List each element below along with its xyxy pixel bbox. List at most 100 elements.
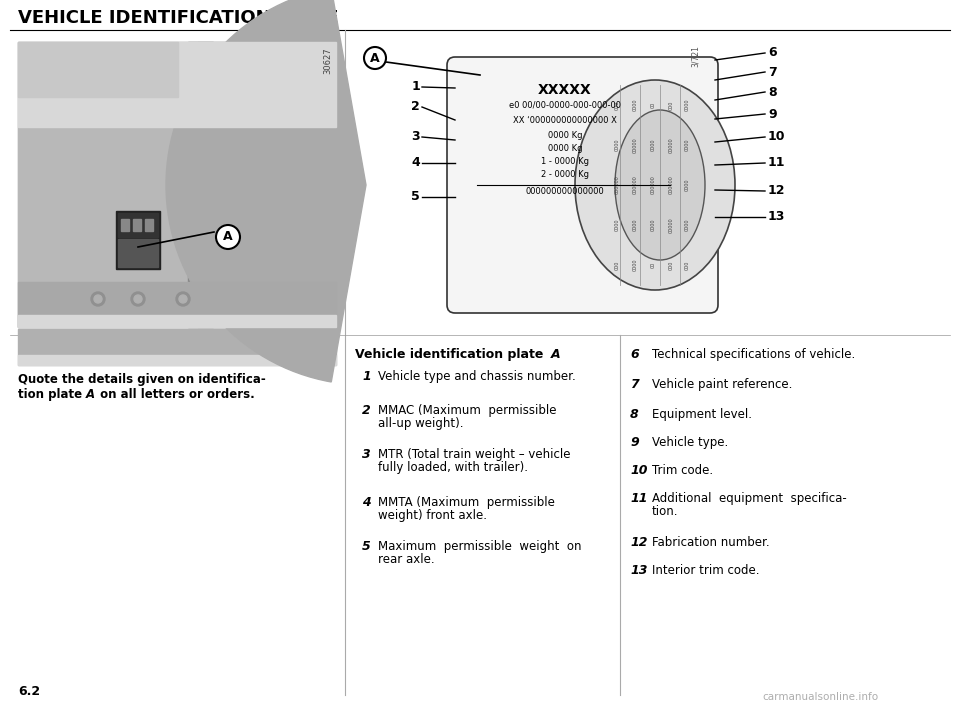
- Circle shape: [216, 225, 240, 249]
- Bar: [198, 42, 213, 327]
- Text: 6.2: 6.2: [18, 685, 40, 698]
- Text: Vehicle paint reference.: Vehicle paint reference.: [652, 378, 792, 391]
- Text: A: A: [551, 348, 561, 361]
- Text: Additional  equipment  specifica-: Additional equipment specifica-: [652, 492, 847, 505]
- Text: 13: 13: [630, 564, 647, 577]
- Text: 3/721: 3/721: [690, 45, 700, 67]
- Text: 000000: 000000: [668, 175, 674, 195]
- Text: Fabrication number.: Fabrication number.: [652, 536, 770, 549]
- Text: 0000: 0000: [684, 99, 689, 111]
- Text: 2: 2: [362, 404, 371, 417]
- Text: 1: 1: [362, 370, 371, 383]
- Text: MMTA (Maximum  permissible: MMTA (Maximum permissible: [378, 496, 555, 509]
- Text: Interior trim code.: Interior trim code.: [652, 564, 759, 577]
- Text: tion.: tion.: [652, 505, 679, 518]
- Text: 00000: 00000: [633, 137, 637, 153]
- Text: 12: 12: [768, 185, 785, 197]
- Text: 11: 11: [630, 492, 647, 505]
- Ellipse shape: [575, 80, 735, 290]
- Text: 0000 Kg: 0000 Kg: [548, 144, 583, 153]
- Text: 000000: 000000: [614, 175, 619, 195]
- Text: 5: 5: [362, 540, 371, 553]
- Circle shape: [176, 292, 190, 306]
- Bar: [118, 213, 158, 237]
- Text: on all letters or orders.: on all letters or orders.: [96, 388, 254, 401]
- Text: 0000: 0000: [651, 219, 656, 231]
- Bar: [188, 42, 228, 327]
- Text: 6: 6: [768, 46, 777, 60]
- Text: Vehicle type.: Vehicle type.: [652, 436, 729, 449]
- Text: 000000000000000: 000000000000000: [526, 187, 605, 196]
- Text: 0000: 0000: [633, 99, 637, 111]
- Text: 0000: 0000: [684, 138, 689, 151]
- Text: 00: 00: [651, 102, 656, 108]
- Bar: [18, 315, 336, 327]
- Text: 00000: 00000: [668, 217, 674, 233]
- Circle shape: [91, 292, 105, 306]
- Text: 1: 1: [411, 80, 420, 94]
- Bar: [121, 219, 129, 231]
- Circle shape: [134, 295, 142, 303]
- Circle shape: [131, 292, 145, 306]
- Text: 0000: 0000: [614, 219, 619, 231]
- Text: Vehicle identification plate: Vehicle identification plate: [355, 348, 548, 361]
- Ellipse shape: [615, 110, 705, 260]
- Text: A: A: [223, 231, 233, 244]
- Text: 0000: 0000: [651, 138, 656, 151]
- Text: XXXXX: XXXXX: [539, 83, 592, 97]
- Circle shape: [364, 47, 386, 69]
- Text: 0000 Kg: 0000 Kg: [548, 131, 583, 140]
- Text: 3: 3: [362, 448, 371, 461]
- Text: 0000: 0000: [684, 179, 689, 191]
- Text: 1 - 0000 Kg: 1 - 0000 Kg: [541, 157, 589, 166]
- Text: 0000: 0000: [633, 219, 637, 231]
- Text: rear axle.: rear axle.: [378, 553, 435, 566]
- Text: 2: 2: [411, 101, 420, 114]
- Bar: [18, 42, 336, 327]
- Text: Equipment level.: Equipment level.: [652, 408, 752, 421]
- Bar: [118, 239, 158, 267]
- Bar: [18, 355, 336, 365]
- Bar: [18, 329, 336, 365]
- Text: 8: 8: [768, 85, 777, 99]
- Bar: [228, 42, 336, 327]
- Text: carmanualsonline.info: carmanualsonline.info: [762, 692, 878, 702]
- Text: VEHICLE IDENTIFICATION PLATE: VEHICLE IDENTIFICATION PLATE: [18, 9, 339, 27]
- Bar: [145, 219, 153, 231]
- Text: 12: 12: [630, 536, 647, 549]
- Text: fully loaded, with trailer).: fully loaded, with trailer).: [378, 461, 528, 474]
- Text: 5: 5: [411, 190, 420, 204]
- Text: A: A: [86, 388, 95, 401]
- Text: 00: 00: [651, 262, 656, 268]
- Text: 8: 8: [630, 408, 638, 421]
- Text: weight) front axle.: weight) front axle.: [378, 509, 487, 522]
- Text: 0000: 0000: [684, 219, 689, 231]
- Text: Technical specifications of vehicle.: Technical specifications of vehicle.: [652, 348, 855, 361]
- Text: 11: 11: [768, 156, 785, 170]
- Text: 000000: 000000: [651, 175, 656, 195]
- Circle shape: [94, 295, 102, 303]
- Text: Quote the details given on identifica-: Quote the details given on identifica-: [18, 373, 266, 386]
- Text: 000: 000: [684, 261, 689, 270]
- Text: tion plate: tion plate: [18, 388, 86, 401]
- Text: 10: 10: [768, 131, 785, 143]
- Wedge shape: [166, 0, 366, 382]
- Text: 0000: 0000: [614, 138, 619, 151]
- Circle shape: [179, 295, 187, 303]
- Text: MTR (Total train weight – vehicle: MTR (Total train weight – vehicle: [378, 448, 570, 461]
- FancyBboxPatch shape: [447, 57, 718, 313]
- Text: 000: 000: [614, 261, 619, 270]
- Bar: [18, 282, 336, 327]
- Text: XX ‘000000000000000 X: XX ‘000000000000000 X: [513, 116, 617, 125]
- Text: 7: 7: [630, 378, 638, 391]
- Text: Trim code.: Trim code.: [652, 464, 713, 477]
- Text: 4: 4: [362, 496, 371, 509]
- Text: 2 - 0000 Kg: 2 - 0000 Kg: [541, 170, 589, 179]
- Text: 6: 6: [630, 348, 638, 361]
- Text: 13: 13: [768, 210, 785, 224]
- Text: 10: 10: [630, 464, 647, 477]
- Text: 000: 000: [668, 100, 674, 109]
- Text: e0 00/00-0000-000-000-00: e0 00/00-0000-000-000-00: [509, 101, 621, 110]
- Text: MMAC (Maximum  permissible: MMAC (Maximum permissible: [378, 404, 557, 417]
- Text: 000000: 000000: [633, 175, 637, 195]
